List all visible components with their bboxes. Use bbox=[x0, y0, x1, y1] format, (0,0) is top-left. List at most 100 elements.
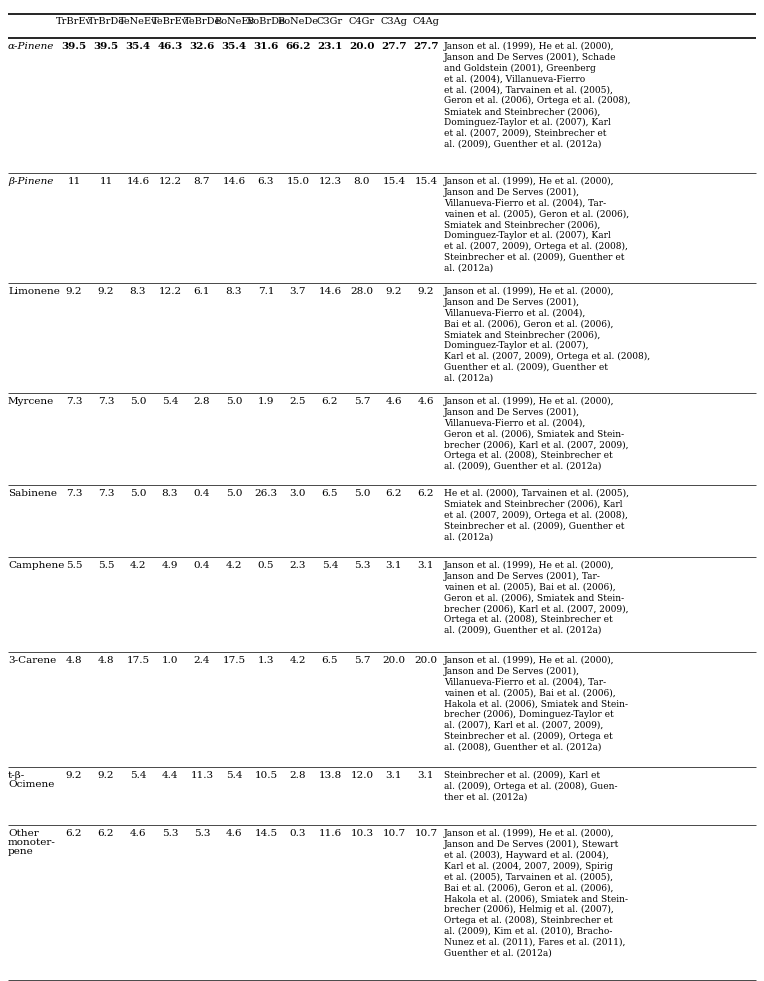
Text: 12.2: 12.2 bbox=[158, 177, 182, 186]
Text: 5.0: 5.0 bbox=[225, 489, 242, 498]
Text: 20.0: 20.0 bbox=[414, 656, 438, 665]
Text: C4Ag: C4Ag bbox=[413, 17, 439, 26]
Text: 23.1: 23.1 bbox=[317, 42, 343, 51]
Text: 0.5: 0.5 bbox=[257, 561, 274, 570]
Text: 5.4: 5.4 bbox=[322, 561, 338, 570]
Text: 2.4: 2.4 bbox=[194, 656, 210, 665]
Text: 2.8: 2.8 bbox=[194, 397, 210, 406]
Text: 9.2: 9.2 bbox=[418, 287, 434, 296]
Text: 39.5: 39.5 bbox=[61, 42, 86, 51]
Text: C3Gr: C3Gr bbox=[317, 17, 343, 26]
Text: 8.0: 8.0 bbox=[354, 177, 371, 186]
Text: 5.5: 5.5 bbox=[98, 561, 115, 570]
Text: 15.4: 15.4 bbox=[414, 177, 438, 186]
Text: 3.7: 3.7 bbox=[290, 287, 306, 296]
Text: 4.9: 4.9 bbox=[162, 561, 178, 570]
Text: 27.7: 27.7 bbox=[381, 42, 406, 51]
Text: 6.5: 6.5 bbox=[322, 656, 338, 665]
Text: 35.4: 35.4 bbox=[125, 42, 151, 51]
Text: 4.2: 4.2 bbox=[290, 656, 306, 665]
Text: 28.0: 28.0 bbox=[351, 287, 374, 296]
Text: 3.1: 3.1 bbox=[418, 771, 434, 780]
Text: 27.7: 27.7 bbox=[413, 42, 439, 51]
Text: 17.5: 17.5 bbox=[126, 656, 150, 665]
Text: 2.8: 2.8 bbox=[290, 771, 306, 780]
Text: 9.2: 9.2 bbox=[98, 287, 115, 296]
Text: 5.4: 5.4 bbox=[130, 771, 146, 780]
Text: 26.3: 26.3 bbox=[254, 489, 277, 498]
Text: 0.3: 0.3 bbox=[290, 829, 306, 838]
Text: β-Pinene: β-Pinene bbox=[8, 177, 53, 186]
Text: 4.8: 4.8 bbox=[66, 656, 83, 665]
Text: 7.3: 7.3 bbox=[98, 397, 115, 406]
Text: α-Pinene: α-Pinene bbox=[8, 42, 54, 51]
Text: 12.3: 12.3 bbox=[319, 177, 342, 186]
Text: C4Gr: C4Gr bbox=[349, 17, 375, 26]
Text: TeBrEv: TeBrEv bbox=[152, 17, 188, 26]
Text: 7.3: 7.3 bbox=[98, 489, 115, 498]
Text: TeBrDe: TeBrDe bbox=[183, 17, 221, 26]
Text: 46.3: 46.3 bbox=[157, 42, 183, 51]
Text: 35.4: 35.4 bbox=[222, 42, 247, 51]
Text: Janson et al. (1999), He et al. (2000),
Janson and De Serves (2001), Stewart
et : Janson et al. (1999), He et al. (2000), … bbox=[444, 829, 628, 957]
Text: 6.5: 6.5 bbox=[322, 489, 338, 498]
Text: Ocimene: Ocimene bbox=[8, 780, 54, 789]
Text: Limonene: Limonene bbox=[8, 287, 60, 296]
Text: 5.5: 5.5 bbox=[66, 561, 83, 570]
Text: He et al. (2000), Tarvainen et al. (2005),
Smiatek and Steinbrecher (2006), Karl: He et al. (2000), Tarvainen et al. (2005… bbox=[444, 489, 629, 542]
Text: 5.3: 5.3 bbox=[162, 829, 178, 838]
Text: 15.4: 15.4 bbox=[383, 177, 406, 186]
Text: 5.7: 5.7 bbox=[354, 656, 371, 665]
Text: 6.2: 6.2 bbox=[322, 397, 338, 406]
Text: 4.2: 4.2 bbox=[130, 561, 146, 570]
Text: 7.3: 7.3 bbox=[66, 397, 83, 406]
Text: 11: 11 bbox=[67, 177, 81, 186]
Text: 8.7: 8.7 bbox=[194, 177, 210, 186]
Text: TrBrDe: TrBrDe bbox=[88, 17, 125, 26]
Text: Janson et al. (1999), He et al. (2000),
Janson and De Serves (2001),
Villanueva-: Janson et al. (1999), He et al. (2000), … bbox=[444, 656, 628, 751]
Text: TrBrEv: TrBrEv bbox=[56, 17, 92, 26]
Text: 12.2: 12.2 bbox=[158, 287, 182, 296]
Text: 11.6: 11.6 bbox=[319, 829, 342, 838]
Text: 5.3: 5.3 bbox=[194, 829, 210, 838]
Text: 8.3: 8.3 bbox=[162, 489, 178, 498]
Text: 31.6: 31.6 bbox=[254, 42, 279, 51]
Text: 17.5: 17.5 bbox=[222, 656, 245, 665]
Text: 10.7: 10.7 bbox=[383, 829, 406, 838]
Text: 6.2: 6.2 bbox=[66, 829, 83, 838]
Text: 8.3: 8.3 bbox=[225, 287, 242, 296]
Text: 14.6: 14.6 bbox=[126, 177, 150, 186]
Text: 0.4: 0.4 bbox=[194, 489, 210, 498]
Text: 9.2: 9.2 bbox=[386, 287, 403, 296]
Text: 10.5: 10.5 bbox=[254, 771, 277, 780]
Text: 11: 11 bbox=[99, 177, 112, 186]
Text: 14.6: 14.6 bbox=[319, 287, 342, 296]
Text: 11.3: 11.3 bbox=[190, 771, 214, 780]
Text: 5.0: 5.0 bbox=[225, 397, 242, 406]
Text: 6.2: 6.2 bbox=[418, 489, 434, 498]
Text: t-β-: t-β- bbox=[8, 771, 25, 780]
Text: 9.2: 9.2 bbox=[66, 771, 83, 780]
Text: Janson et al. (1999), He et al. (2000),
Janson and De Serves (2001),
Villanueva-: Janson et al. (1999), He et al. (2000), … bbox=[444, 397, 629, 471]
Text: 5.4: 5.4 bbox=[225, 771, 242, 780]
Text: BoNeDe: BoNeDe bbox=[277, 17, 319, 26]
Text: 1.0: 1.0 bbox=[162, 656, 178, 665]
Text: Janson et al. (1999), He et al. (2000),
Janson and De Serves (2001),
Villanueva-: Janson et al. (1999), He et al. (2000), … bbox=[444, 177, 629, 273]
Text: 3.1: 3.1 bbox=[386, 771, 403, 780]
Text: Sabinene: Sabinene bbox=[8, 489, 57, 498]
Text: Myrcene: Myrcene bbox=[8, 397, 54, 406]
Text: Janson et al. (1999), He et al. (2000),
Janson and De Serves (2001), Schade
and : Janson et al. (1999), He et al. (2000), … bbox=[444, 42, 630, 148]
Text: Janson et al. (1999), He et al. (2000),
Janson and De Serves (2001), Tar-
vainen: Janson et al. (1999), He et al. (2000), … bbox=[444, 561, 629, 635]
Text: 13.8: 13.8 bbox=[319, 771, 342, 780]
Text: 0.4: 0.4 bbox=[194, 561, 210, 570]
Text: 6.2: 6.2 bbox=[98, 829, 115, 838]
Text: 10.3: 10.3 bbox=[351, 829, 374, 838]
Text: monoter-: monoter- bbox=[8, 838, 56, 847]
Text: 7.1: 7.1 bbox=[257, 287, 274, 296]
Text: 66.2: 66.2 bbox=[285, 42, 311, 51]
Text: 20.0: 20.0 bbox=[383, 656, 406, 665]
Text: 14.5: 14.5 bbox=[254, 829, 277, 838]
Text: 3.1: 3.1 bbox=[386, 561, 403, 570]
Text: 1.9: 1.9 bbox=[257, 397, 274, 406]
Text: 4.6: 4.6 bbox=[225, 829, 242, 838]
